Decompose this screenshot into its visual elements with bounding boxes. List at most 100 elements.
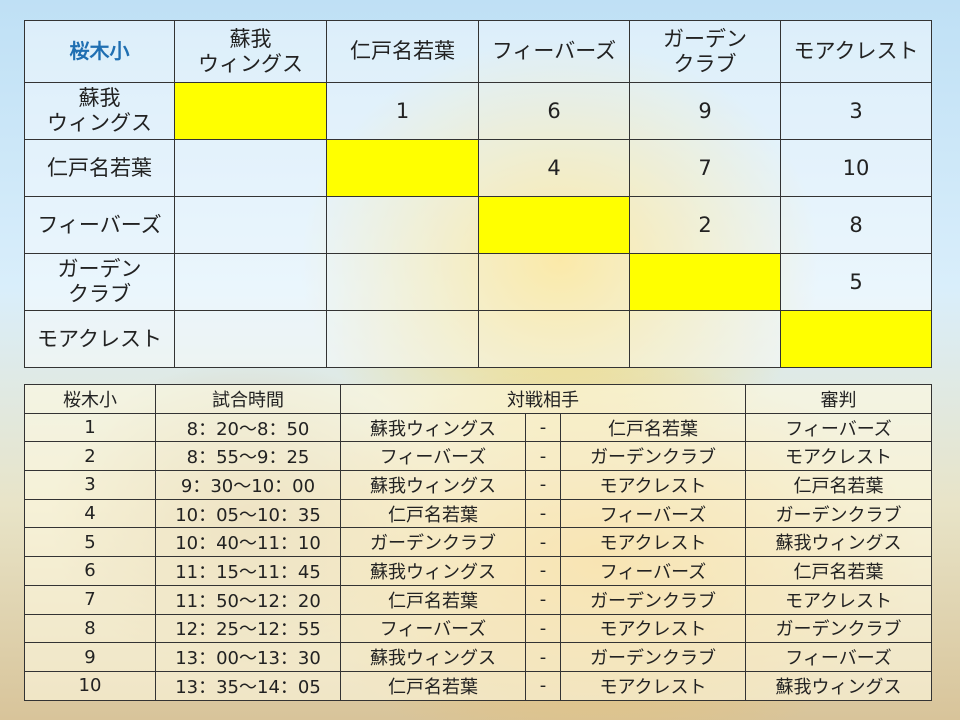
match-number: 10 (24, 670, 156, 701)
schedule-row: 10 13：35～14：05 仁戸名若葉 - モアクレスト 蘇我ウィングス (24, 670, 933, 701)
referee-team: 仁戸名若葉 (745, 470, 933, 500)
matrix-match-cell: 6 (478, 82, 630, 140)
match-number: 2 (24, 441, 156, 472)
schedule-row: 6 11：15～11：45 蘇我ウィングス - フィーバーズ 仁戸名若葉 (24, 556, 933, 586)
away-team: モアクレスト (559, 613, 747, 644)
schedule-row: 3 9：30～10：00 蘇我ウィングス - モアクレスト 仁戸名若葉 (24, 470, 933, 500)
match-time: 11：50～12：20 (155, 584, 341, 615)
referee-team: フィーバーズ (745, 642, 933, 672)
away-team: モアクレスト (559, 470, 747, 500)
match-number: 7 (24, 584, 156, 615)
matrix-match-cell (326, 253, 479, 311)
match-time: 8：20～8：50 (155, 412, 341, 443)
header-referee: 審判 (745, 384, 933, 414)
match-matrix-table: 桜木小 蘇我 ウィングス 仁戸名若葉 フィーバーズ ガーデン クラブ モアクレスト 蘇我 ウ… (24, 20, 932, 368)
schedule-header-row: 桜木小 試合時間 対戦相手 審判 (24, 384, 933, 414)
matrix-row-team: 仁戸名若葉 (24, 139, 175, 197)
matrix-match-cell: 2 (629, 196, 781, 254)
matrix-column-team: フィーバーズ (478, 20, 630, 83)
match-number: 5 (24, 527, 156, 558)
matrix-row-team: モアクレスト (24, 310, 175, 368)
matrix-row: ガーデン クラブ 5 (24, 253, 932, 311)
versus-separator: - (525, 441, 561, 472)
matrix-match-cell (174, 139, 327, 197)
matrix-self-cell (174, 82, 327, 140)
schedule-row: 7 11：50～12：20 仁戸名若葉 - ガーデンクラブ モアクレスト (24, 584, 933, 615)
matrix-self-cell (478, 196, 630, 254)
matrix-match-cell: 4 (478, 139, 630, 197)
matrix-match-cell: 10 (780, 139, 932, 197)
header-time: 試合時間 (155, 384, 341, 414)
home-team: 仁戸名若葉 (340, 498, 526, 529)
match-time: 13：35～14：05 (155, 670, 341, 701)
matrix-match-cell: 5 (780, 253, 932, 311)
matrix-match-cell (174, 310, 327, 368)
versus-separator: - (525, 613, 561, 644)
away-team: ガーデンクラブ (559, 642, 747, 672)
home-team: 蘇我ウィングス (340, 470, 526, 500)
match-number: 1 (24, 412, 156, 443)
referee-team: ガーデンクラブ (745, 498, 933, 529)
away-team: モアクレスト (559, 670, 747, 701)
matrix-match-cell (174, 253, 327, 311)
match-time: 9：30～10：00 (155, 470, 341, 500)
referee-team: モアクレスト (745, 584, 933, 615)
matrix-match-cell: 7 (629, 139, 781, 197)
matrix-match-cell: 9 (629, 82, 781, 140)
schedule-row: 4 10：05～10：35 仁戸名若葉 - フィーバーズ ガーデンクラブ (24, 498, 933, 529)
matrix-row: 仁戸名若葉 4 7 10 (24, 139, 932, 197)
matrix-match-cell: 8 (780, 196, 932, 254)
matrix-corner-label: 桜木小 (24, 20, 175, 83)
match-time: 11：15～11：45 (155, 556, 341, 586)
versus-separator: - (525, 498, 561, 529)
header-match: 対戦相手 (339, 384, 747, 414)
matrix-column-team: 仁戸名若葉 (326, 20, 479, 83)
matrix-match-cell (174, 196, 327, 254)
home-team: 仁戸名若葉 (340, 670, 526, 701)
match-schedule-table: 桜木小 試合時間 対戦相手 審判 1 8：20～8：50 蘇我ウィングス - 仁戸名若葉… (24, 384, 933, 701)
match-time: 10：05～10：35 (155, 498, 341, 529)
schedule-row: 2 8：55～9：25 フィーバーズ - ガーデンクラブ モアクレスト (24, 441, 933, 472)
away-team: フィーバーズ (559, 556, 747, 586)
match-time: 8：55～9：25 (155, 441, 341, 472)
versus-separator: - (525, 670, 561, 701)
referee-team: 仁戸名若葉 (745, 556, 933, 586)
matrix-match-cell (326, 310, 479, 368)
match-number: 6 (24, 556, 156, 586)
match-time: 13：00～13：30 (155, 642, 341, 672)
referee-team: ガーデンクラブ (745, 613, 933, 644)
matrix-match-cell: 1 (326, 82, 479, 140)
matrix-match-cell (478, 253, 630, 311)
schedule-row: 8 12：25～12：55 フィーバーズ - モアクレスト ガーデンクラブ (24, 613, 933, 644)
home-team: ガーデンクラブ (340, 527, 526, 558)
away-team: ガーデンクラブ (559, 584, 747, 615)
home-team: 仁戸名若葉 (340, 584, 526, 615)
matrix-match-cell (326, 196, 479, 254)
matrix-row-team: 蘇我 ウィングス (24, 82, 175, 140)
schedule-row: 1 8：20～8：50 蘇我ウィングス - 仁戸名若葉 フィーバーズ (24, 412, 933, 443)
referee-team: 蘇我ウィングス (745, 527, 933, 558)
home-team: 蘇我ウィングス (340, 642, 526, 672)
matrix-row: フィーバーズ 2 8 (24, 196, 932, 254)
matrix-self-cell (326, 139, 479, 197)
away-team: ガーデンクラブ (559, 441, 747, 472)
match-number: 9 (24, 642, 156, 672)
match-number: 4 (24, 498, 156, 529)
matrix-self-cell (780, 310, 932, 368)
match-number: 3 (24, 470, 156, 500)
match-time: 12：25～12：55 (155, 613, 341, 644)
matrix-self-cell (629, 253, 781, 311)
versus-separator: - (525, 584, 561, 615)
referee-team: モアクレスト (745, 441, 933, 472)
home-team: フィーバーズ (340, 441, 526, 472)
schedule-row: 5 10：40～11：10 ガーデンクラブ - モアクレスト 蘇我ウィングス (24, 527, 933, 558)
matrix-row-team: ガーデン クラブ (24, 253, 175, 311)
referee-team: 蘇我ウィングス (745, 670, 933, 701)
versus-separator: - (525, 556, 561, 586)
matrix-column-team: モアクレスト (780, 20, 932, 83)
match-time: 10：40～11：10 (155, 527, 341, 558)
versus-separator: - (525, 412, 561, 443)
versus-separator: - (525, 470, 561, 500)
matrix-header-row: 桜木小 蘇我 ウィングス 仁戸名若葉 フィーバーズ ガーデン クラブ モアクレスト (24, 20, 932, 83)
matrix-column-team: ガーデン クラブ (629, 20, 781, 83)
